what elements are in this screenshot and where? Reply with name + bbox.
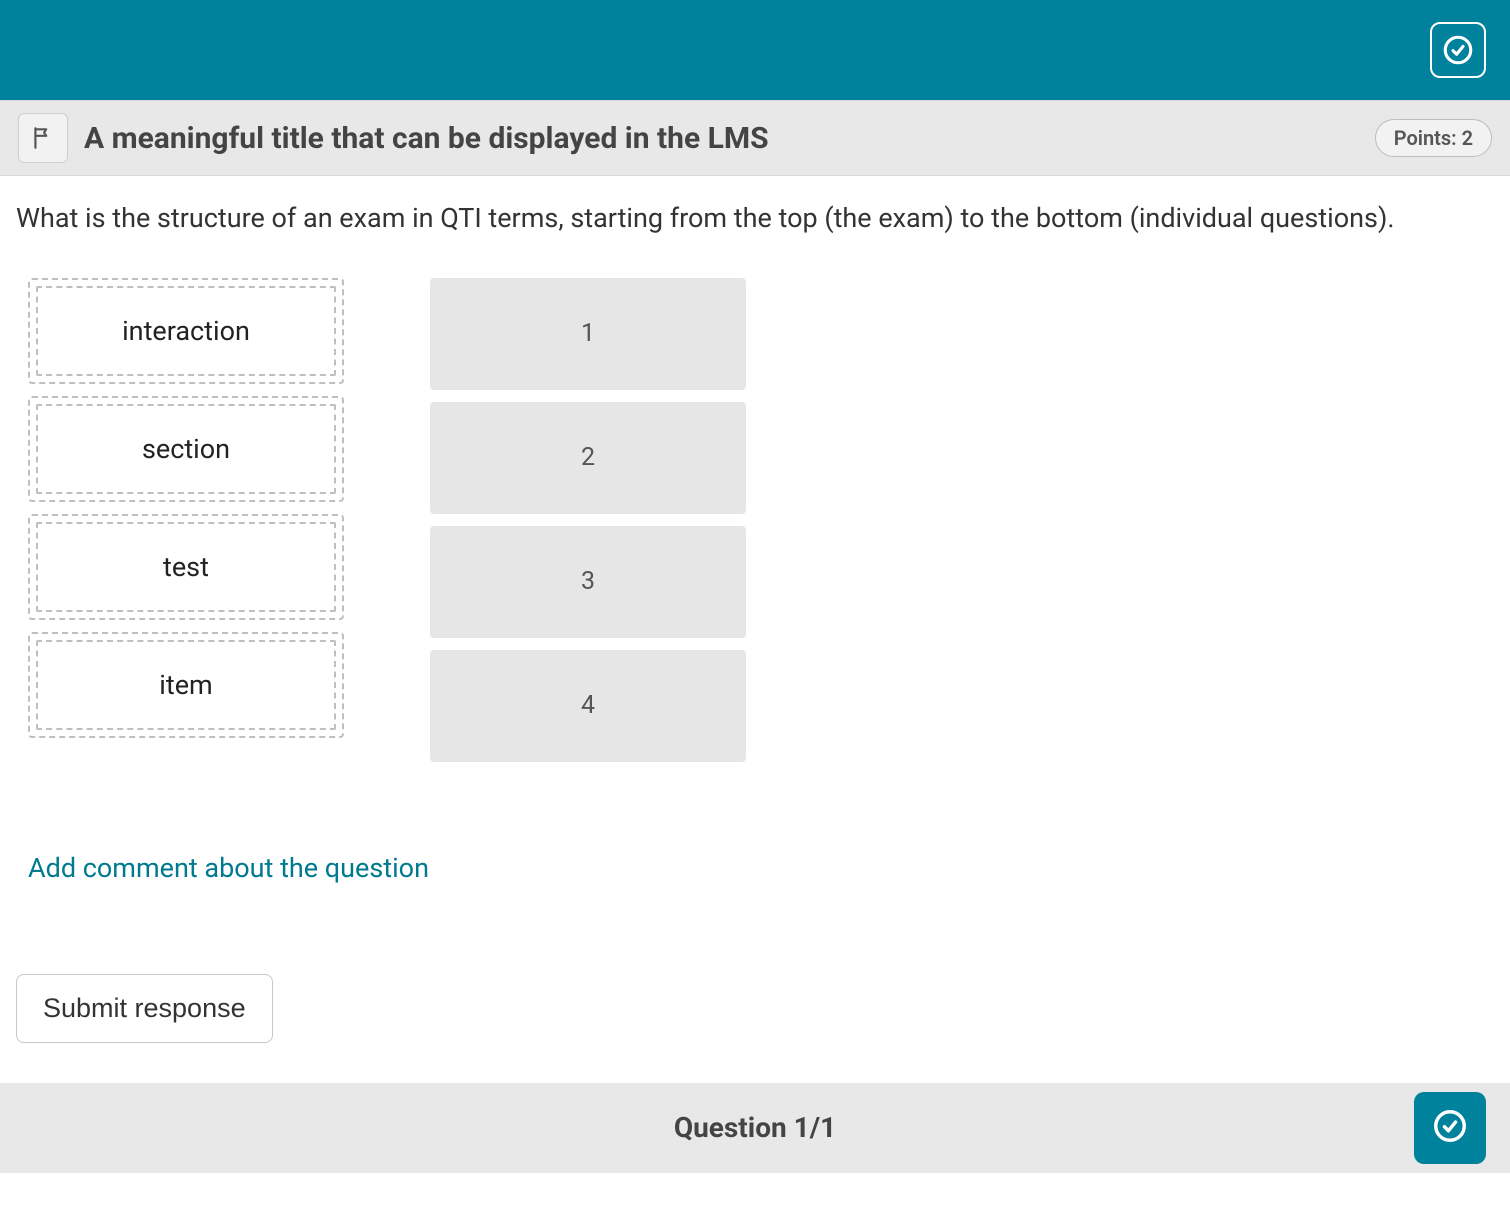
- question-progress: Question 1/1: [674, 1111, 836, 1144]
- footer-bar: Question 1/1: [0, 1083, 1510, 1173]
- drag-item[interactable]: item: [36, 640, 336, 730]
- points-badge: Points: 2: [1375, 119, 1492, 157]
- drop-slot[interactable]: 2: [430, 402, 746, 514]
- question-header: A meaningful title that can be displayed…: [0, 100, 1510, 176]
- drag-item[interactable]: test: [36, 522, 336, 612]
- question-prompt: What is the structure of an exam in QTI …: [16, 200, 1494, 238]
- drag-item[interactable]: interaction: [36, 286, 336, 376]
- drag-item-wrap: interaction: [28, 278, 344, 384]
- drag-item-wrap: test: [28, 514, 344, 620]
- drag-item-wrap: item: [28, 632, 344, 738]
- flag-icon: [30, 125, 56, 151]
- drop-target-column: 1 2 3 4: [430, 278, 746, 762]
- top-confirm-button[interactable]: [1430, 22, 1486, 78]
- drag-item[interactable]: section: [36, 404, 336, 494]
- question-body: What is the structure of an exam in QTI …: [0, 176, 1510, 1083]
- drop-slot[interactable]: 3: [430, 526, 746, 638]
- drag-item-wrap: section: [28, 396, 344, 502]
- check-circle-icon: [1441, 33, 1475, 67]
- check-circle-icon: [1431, 1107, 1469, 1149]
- footer-confirm-button[interactable]: [1414, 1092, 1486, 1164]
- flag-button[interactable]: [18, 113, 68, 163]
- top-bar: [0, 0, 1510, 100]
- drag-source-column: interaction section test item: [28, 278, 344, 762]
- drop-slot[interactable]: 1: [430, 278, 746, 390]
- drag-drop-area: interaction section test item 1 2 3 4: [16, 278, 1494, 762]
- drop-slot[interactable]: 4: [430, 650, 746, 762]
- question-title: A meaningful title that can be displayed…: [84, 121, 1359, 156]
- submit-response-button[interactable]: Submit response: [16, 974, 273, 1043]
- add-comment-link[interactable]: Add comment about the question: [16, 852, 429, 884]
